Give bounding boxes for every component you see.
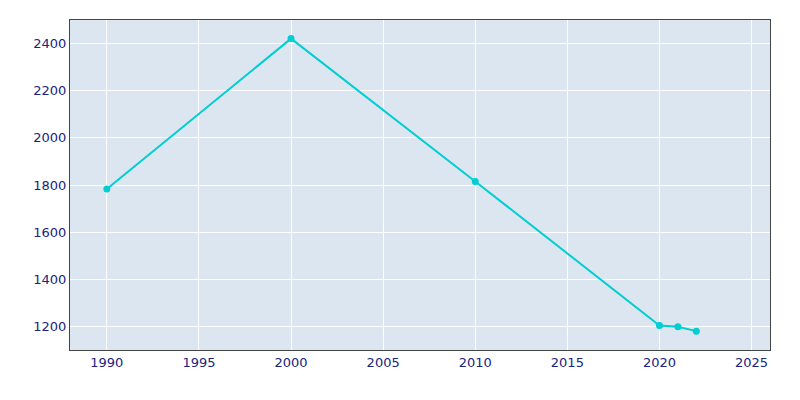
svg-text:2400: 2400 [33, 36, 66, 51]
svg-text:2025: 2025 [735, 355, 768, 370]
svg-text:1600: 1600 [33, 225, 66, 240]
svg-text:2020: 2020 [643, 355, 676, 370]
svg-text:1800: 1800 [33, 178, 66, 193]
svg-text:2000: 2000 [33, 130, 66, 145]
svg-text:2010: 2010 [459, 355, 492, 370]
svg-text:1200: 1200 [33, 319, 66, 334]
svg-text:1400: 1400 [33, 272, 66, 287]
svg-text:2200: 2200 [33, 83, 66, 98]
svg-text:2000: 2000 [275, 355, 308, 370]
svg-text:1995: 1995 [182, 355, 215, 370]
svg-text:1990: 1990 [90, 355, 123, 370]
svg-text:2015: 2015 [551, 355, 584, 370]
svg-text:2005: 2005 [367, 355, 400, 370]
